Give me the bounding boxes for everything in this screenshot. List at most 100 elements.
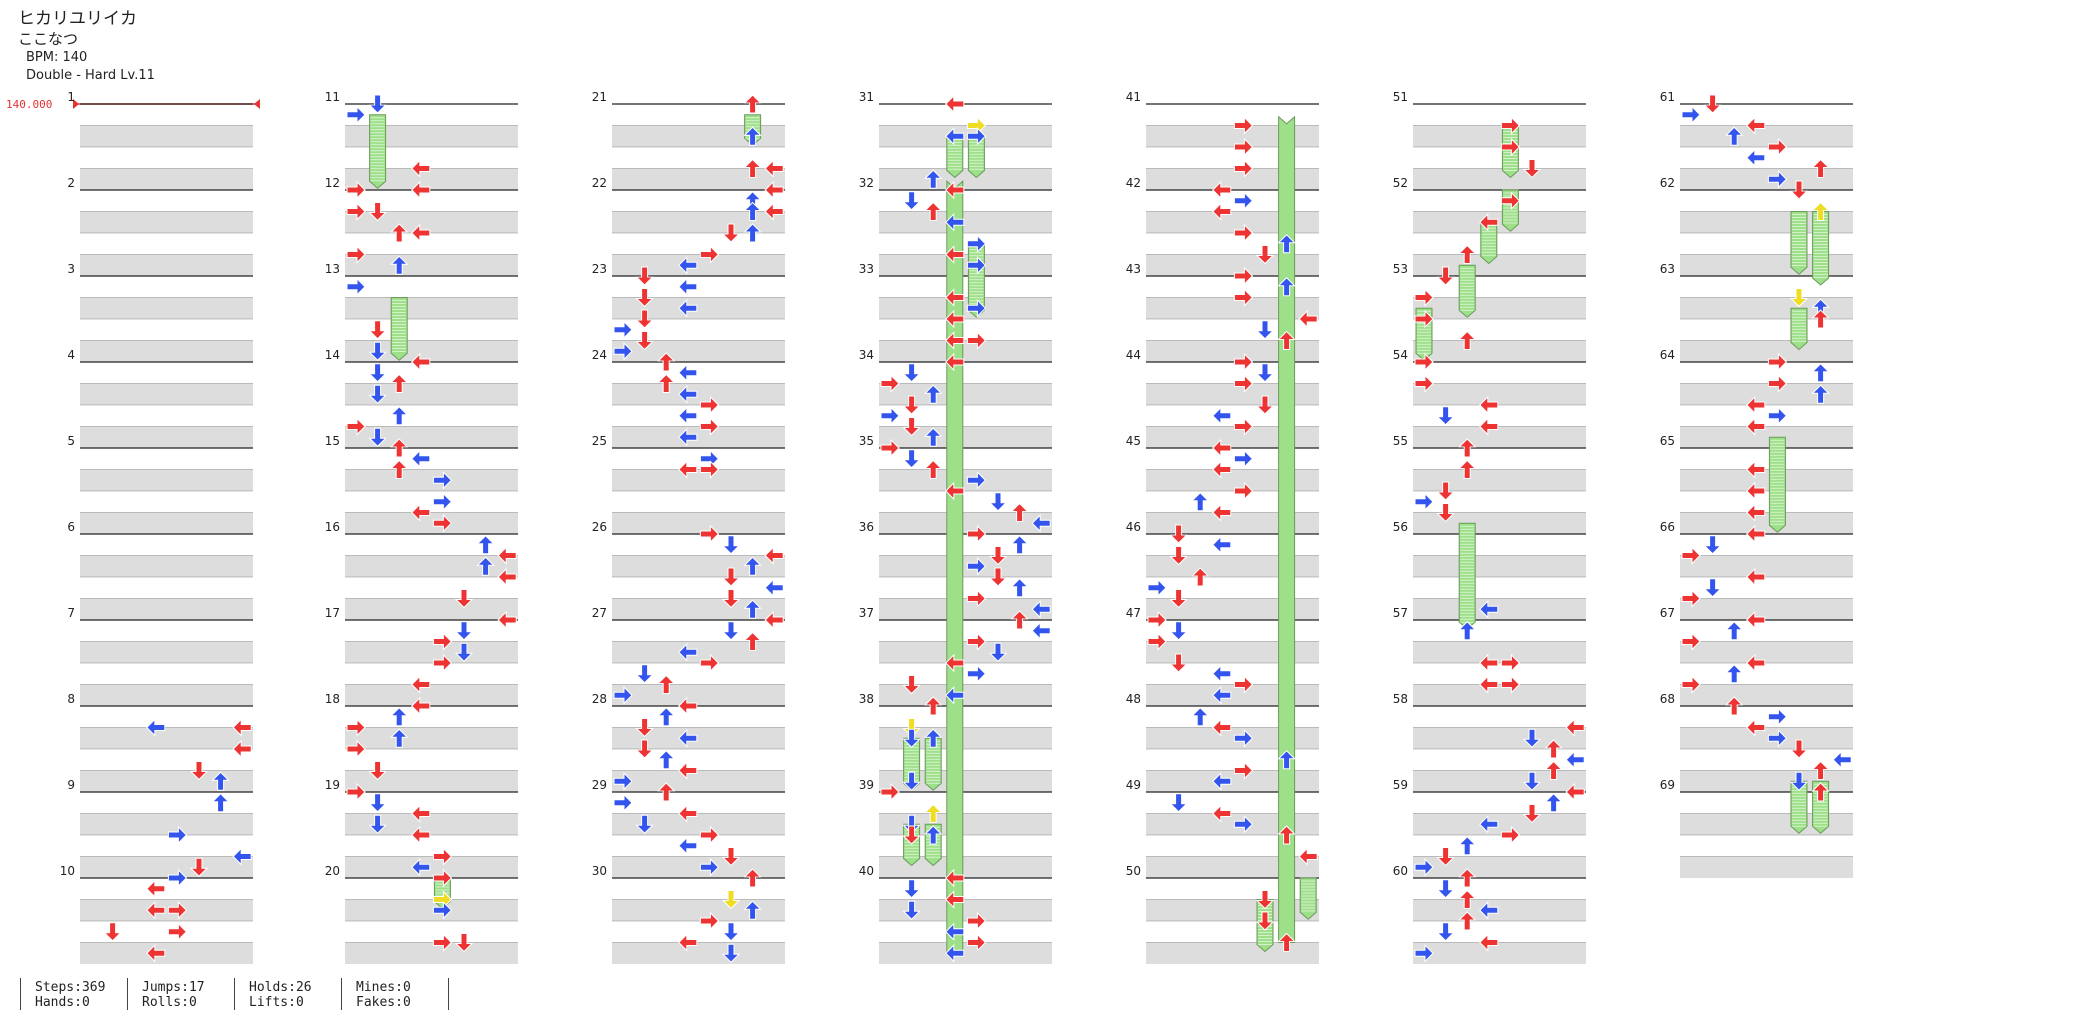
measure-number: 5 [67, 434, 75, 448]
arrow-note-icon [721, 890, 741, 910]
arrow-note-icon [945, 944, 965, 963]
arrow-note-icon [432, 471, 453, 490]
arrow-note-icon [656, 373, 676, 393]
arrow-note-icon [1811, 309, 1830, 329]
arrow-note-icon [1789, 288, 1809, 308]
arrow-note-icon [1010, 578, 1029, 598]
arrow-note-icon [1811, 782, 1830, 802]
arrow-note-icon [1746, 395, 1766, 415]
arrow-note-icon [1522, 804, 1542, 824]
arrow-note-icon [880, 406, 900, 425]
arrow-note-icon [1479, 213, 1499, 232]
arrow-note-icon [1457, 836, 1477, 856]
arrow-note-icon [902, 449, 921, 469]
arrow-note-icon [1255, 890, 1275, 910]
measure-number: 23 [592, 262, 607, 276]
arrow-note-icon [1190, 707, 1210, 727]
measure-number: 29 [592, 778, 607, 792]
arrow-note-icon [146, 718, 166, 737]
hold-body [1501, 189, 1519, 232]
measure-number: 35 [859, 434, 874, 448]
measure-number: 37 [859, 606, 874, 620]
arrow-note-icon [1233, 288, 1254, 307]
arrow-note-icon [1500, 825, 1521, 845]
arrow-note-icon [1233, 116, 1254, 135]
arrow-note-icon [1233, 761, 1254, 780]
stats-bar: Steps:369 Hands:0 Jumps:17 Rolls:0 Holds… [20, 978, 449, 1010]
arrow-note-icon [1681, 105, 1701, 124]
arrow-note-icon [945, 481, 965, 501]
arrow-note-icon [389, 438, 409, 458]
arrow-note-icon [1147, 632, 1167, 651]
arrow-note-icon [432, 847, 453, 866]
arrow-note-icon [1746, 503, 1766, 522]
arrow-note-icon [902, 417, 921, 437]
arrow-note-icon [743, 868, 762, 888]
arrow-note-icon [346, 417, 366, 436]
arrow-note-icon [699, 653, 720, 673]
arrow-note-icon [635, 814, 654, 834]
arrow-note-icon [699, 825, 720, 845]
hold-body [1790, 780, 1808, 834]
arrow-note-icon [1436, 879, 1455, 899]
arrow-note-icon [389, 728, 409, 748]
arrow-note-icon [411, 352, 431, 372]
arrow-note-icon [923, 201, 943, 221]
bpm-label: BPM: 140 [26, 50, 88, 65]
measure-number: 57 [1393, 606, 1408, 620]
measure-number: 11 [325, 90, 340, 104]
arrow-note-icon [1233, 374, 1254, 393]
arrow-note-icon [743, 556, 762, 576]
stat-mines: Mines:0 [356, 980, 411, 995]
arrow-note-icon [902, 900, 921, 920]
measure-number: 24 [592, 348, 607, 362]
song-info: ヒカリユリイカ ここなつ BPM: 140 Double - Hard Lv.1… [18, 8, 155, 85]
measure-number: 17 [325, 606, 340, 620]
measure-number: 26 [592, 520, 607, 534]
arrow-note-icon [1414, 352, 1434, 372]
arrow-note-icon [232, 739, 252, 759]
arrow-note-icon [189, 857, 209, 877]
stats-end-divider [448, 978, 449, 1010]
arrow-note-icon [678, 428, 698, 447]
arrow-note-icon [1703, 94, 1722, 114]
arrow-note-icon [232, 718, 252, 737]
measure-number: 48 [1126, 692, 1141, 706]
measure-number: 67 [1660, 606, 1675, 620]
measure-number: 58 [1393, 692, 1408, 706]
arrow-note-icon [1479, 600, 1499, 619]
arrow-note-icon [743, 126, 762, 146]
hold-body [1768, 436, 1786, 533]
arrow-note-icon [346, 202, 366, 221]
arrow-note-icon [103, 922, 122, 942]
measure-number: 16 [325, 520, 340, 534]
arrow-note-icon [945, 94, 965, 114]
hold-body [1299, 877, 1317, 920]
arrow-note-icon [1500, 653, 1521, 673]
stat-fakes: Fakes:0 [356, 995, 411, 1010]
hold-body [1790, 211, 1808, 275]
arrow-notes [103, 94, 1852, 963]
arrow-note-icon [902, 395, 921, 415]
arrow-note-icon [902, 825, 921, 845]
measure-number: 33 [859, 262, 874, 276]
arrow-note-icon [966, 127, 987, 146]
arrow-note-icon [497, 610, 517, 630]
arrow-note-icon [432, 933, 453, 952]
arrow-note-icon [635, 309, 654, 329]
arrow-note-icon [1212, 718, 1232, 737]
arrow-note-icon [699, 395, 720, 415]
arrow-note-icon [1479, 675, 1499, 694]
arrow-note-icon [368, 384, 387, 404]
arrow-note-icon [1500, 191, 1521, 210]
arrow-note-icon [923, 384, 943, 404]
hold-body [1458, 522, 1476, 630]
arrow-note-icon [966, 471, 987, 490]
arrow-note-icon [1277, 330, 1296, 350]
arrow-note-icon [1212, 438, 1232, 458]
arrow-note-icon [902, 191, 921, 211]
bpm-marker-value: 140.000 [6, 98, 52, 111]
measure-number: 46 [1126, 520, 1141, 534]
arrow-note-icon [1414, 374, 1434, 393]
measure-number: 2 [67, 176, 75, 190]
